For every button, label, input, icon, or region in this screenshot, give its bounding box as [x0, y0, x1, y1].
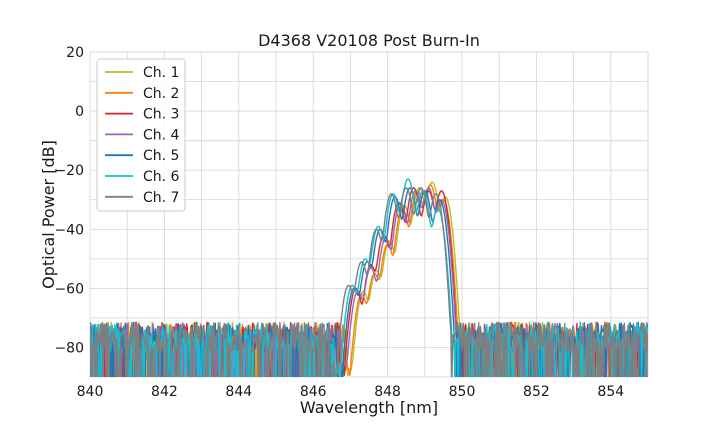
legend: Ch. 1 Ch. 2 Ch. 3 Ch. 4 Ch. 5 Ch. 6 Ch. 7 — [96, 58, 186, 212]
x-tick-label: 852 — [523, 384, 550, 400]
x-tick-label: 848 — [374, 384, 401, 400]
chart-title: D4368 V20108 Post Burn-In — [258, 31, 480, 50]
y-tick-label: 20 — [66, 45, 84, 61]
y-tick-label: −80 — [54, 340, 84, 356]
legend-entry-label: Ch. 4 — [143, 127, 180, 143]
legend-entry-label: Ch. 1 — [143, 65, 179, 81]
y-tick-label: −20 — [54, 163, 84, 179]
x-tick-label: 840 — [77, 384, 104, 400]
legend-entry-label: Ch. 5 — [143, 148, 179, 164]
x-tick-label: 854 — [597, 384, 624, 400]
y-tick-label: 0 — [75, 104, 84, 120]
x-axis-label: Wavelength [nm] — [300, 398, 438, 417]
legend-entry-label: Ch. 3 — [143, 107, 179, 123]
legend-box — [96, 58, 186, 212]
series-line-ch7 — [90, 187, 648, 377]
y-tick-label: −60 — [54, 281, 84, 297]
series-layer — [90, 178, 648, 377]
tick-labels: 840 842 844 846 848 850 852 854 20 0 −20 −40 −60 −80 — [54, 45, 624, 400]
x-tick-label: 844 — [225, 384, 252, 400]
x-tick-label: 846 — [300, 384, 327, 400]
legend-entry-label: Ch. 2 — [143, 86, 179, 102]
y-axis-label: Optical Power [dB] — [39, 140, 58, 289]
x-tick-label: 850 — [449, 384, 476, 400]
legend-entry-label: Ch. 6 — [143, 169, 180, 185]
x-tick-label: 842 — [151, 384, 178, 400]
legend-entry-label: Ch. 7 — [143, 190, 179, 206]
y-tick-label: −40 — [54, 222, 84, 238]
